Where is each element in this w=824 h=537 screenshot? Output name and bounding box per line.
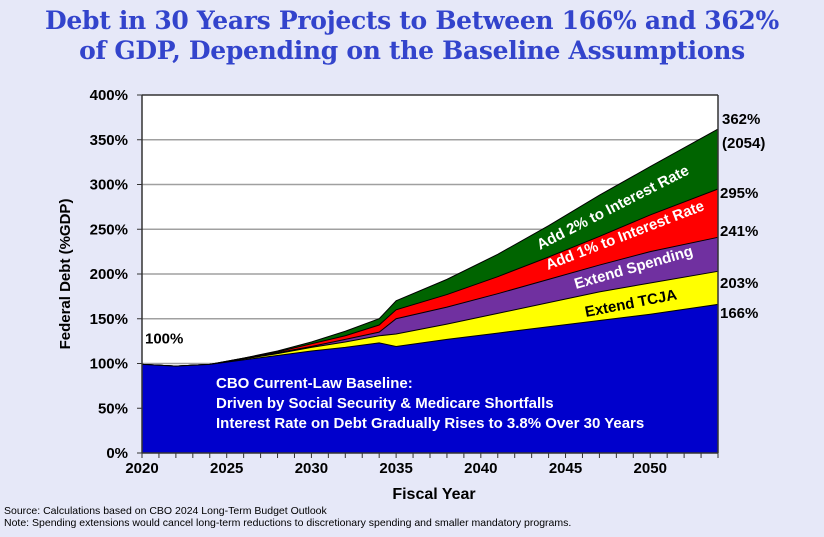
baseline-text-line-2: Driven by Social Security & Medicare Sho… (216, 395, 554, 412)
end-label-add-1pct: 295% (720, 185, 758, 202)
y-tick-label-0: 0% (106, 445, 128, 462)
x-tick-label-2035: 2035 (379, 460, 412, 477)
end-label-extend-spending: 241% (720, 223, 758, 240)
y-tick-label-150: 150% (90, 311, 128, 328)
x-tick-label-2030: 2030 (295, 460, 328, 477)
x-axis-ticks: 2020 2025 2030 2035 2040 2045 2050 (125, 453, 719, 477)
chart-title-line-1: Debt in 30 Years Projects to Between 166… (45, 6, 779, 35)
area-extend-spending (142, 237, 718, 367)
baseline-description: CBO Current-Law Baseline: Driven by Soci… (216, 375, 644, 432)
y-tick-label-200: 200% (90, 266, 128, 283)
end-label-baseline: 166% (720, 305, 758, 322)
baseline-text-line-3: Interest Rate on Debt Gradually Rises to… (216, 415, 644, 432)
x-tick-label-2020: 2020 (125, 460, 158, 477)
edge-cbo-current-law-baseline (141, 303, 719, 367)
footnotes: Source: Calculations based on CBO 2024 L… (4, 505, 571, 529)
end-label-add-2pct: 362% (722, 111, 760, 128)
area-cbo-current-law-baseline (142, 304, 718, 453)
spending-note: Note: Spending extensions would cancel l… (4, 517, 572, 529)
end-value-labels: 362% (2054) 295% 241% 203% 166% (720, 111, 765, 322)
x-tick-label-2025: 2025 (210, 460, 243, 477)
start-value-label: 100% (145, 331, 183, 348)
y-tick-label-250: 250% (90, 221, 128, 238)
chart-title: Debt in 30 Years Projects to Between 166… (0, 6, 824, 66)
y-tick-label-350: 350% (90, 132, 128, 149)
y-tick-label-400: 400% (90, 87, 128, 104)
x-axis-label: Fiscal Year (392, 486, 475, 503)
area-extend-tcja (142, 271, 718, 367)
y-tick-label-300: 300% (90, 177, 128, 194)
baseline-text-line-1: CBO Current-Law Baseline: (216, 375, 413, 392)
stacked-areas (141, 128, 719, 453)
x-tick-label-2040: 2040 (464, 460, 497, 477)
end-label-extend-tcja: 203% (720, 275, 758, 292)
x-tick-label-2045: 2045 (549, 460, 582, 477)
x-tick-label-2050: 2050 (634, 460, 667, 477)
end-label-year: (2054) (722, 135, 765, 152)
source-note: Source: Calculations based on CBO 2024 L… (4, 505, 327, 517)
y-tick-label-50: 50% (98, 400, 128, 417)
y-axis-ticks: 0% 50% 100% 150% 200% 250% 300% 350% 400% (90, 87, 142, 462)
y-axis-label: Federal Debt (%GDP) (57, 199, 74, 350)
chart-title-line-2: of GDP, Depending on the Baseline Assump… (79, 36, 745, 65)
y-tick-label-100: 100% (90, 356, 128, 373)
